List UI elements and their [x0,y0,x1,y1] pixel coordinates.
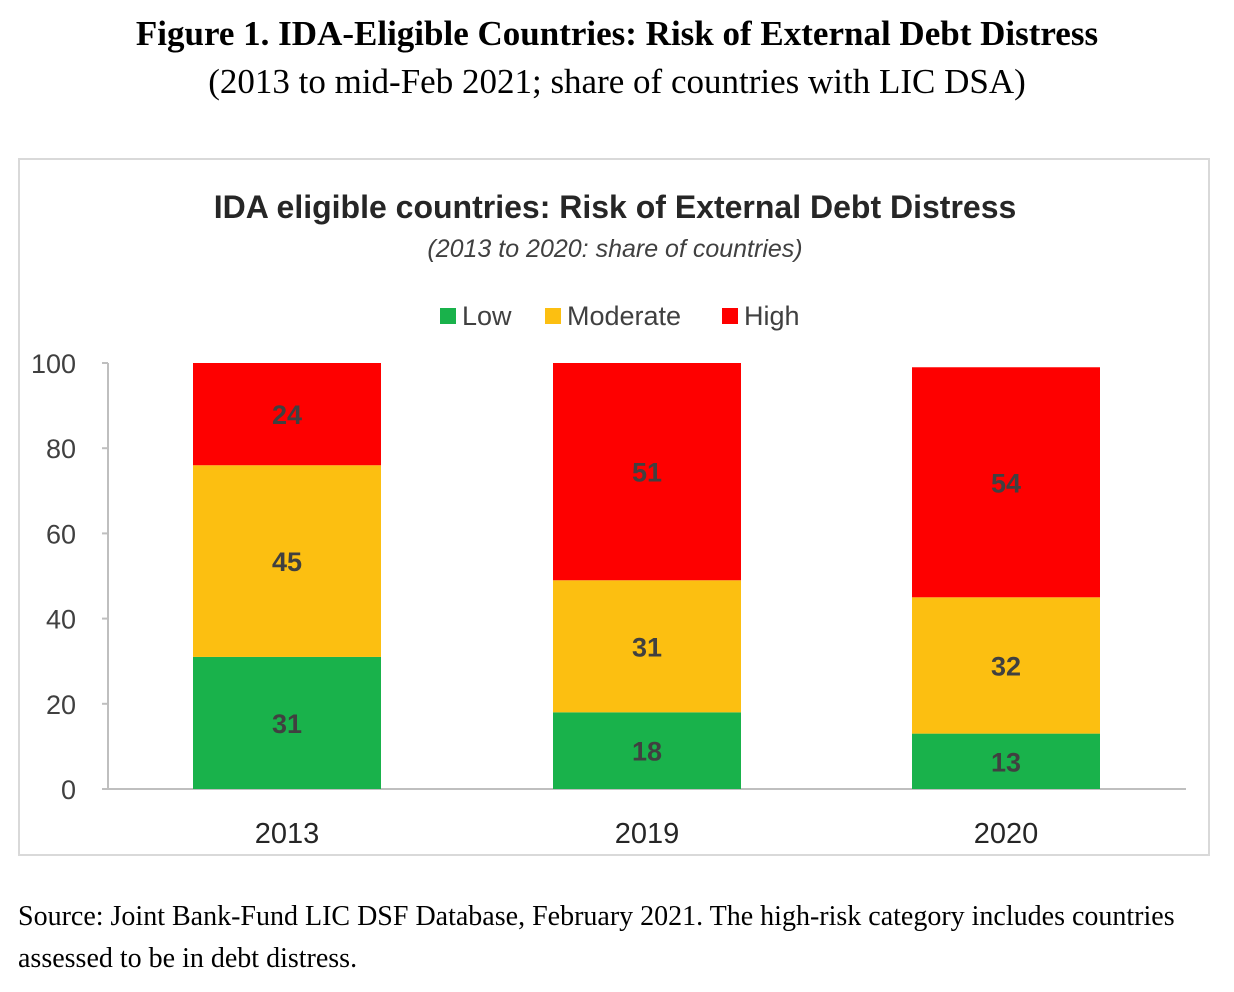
bar-segment-high-2020 [912,367,1100,598]
data-label-high-2020: 54 [991,468,1021,498]
figure-subtitle: (2013 to mid-Feb 2021; share of countrie… [208,62,1026,101]
chart-subtitle: (2013 to 2020: share of countries) [427,235,802,263]
x-tick-label-2020: 2020 [974,818,1039,850]
source-note: Source: Joint Bank-Fund LIC DSF Database… [18,901,1175,974]
data-label-moderate-2013: 45 [272,547,302,577]
figure-title: Figure 1. IDA-Eligible Countries: Risk o… [135,14,1099,53]
data-label-high-2013: 24 [272,400,302,430]
bar-segment-high-2013 [193,363,381,466]
data-label-high-2019: 51 [632,458,662,488]
bar-segment-moderate-2013 [193,465,381,657]
bars: 31 45 24 18 31 51 13 32 54 [193,363,1100,789]
data-label-low-2020: 13 [991,747,1021,777]
data-label-low-2013: 31 [272,709,302,739]
legend: Low Moderate High [440,301,800,331]
chart-title: IDA eligible countries: Risk of External… [214,189,1017,225]
legend-swatch-moderate [545,308,561,324]
y-axis: 0 20 40 60 80 100 [31,349,1186,805]
bar-segment-moderate-2019 [553,580,741,713]
bar-segment-high-2019 [553,363,741,581]
data-label-low-2019: 18 [632,737,662,767]
y-tick-label: 20 [46,690,76,720]
y-tick-label: 100 [31,349,76,379]
y-tick-label: 40 [46,605,76,635]
bar-segment-low-2019 [553,712,741,789]
bar-segment-low-2013 [193,656,381,789]
bar-segment-low-2020 [912,733,1100,789]
bar-segment-moderate-2020 [912,597,1100,734]
legend-label-moderate: Moderate [567,301,681,331]
legend-swatch-low [440,308,456,324]
legend-label-low: Low [462,301,512,331]
legend-label-high: High [744,301,800,331]
y-tick-label: 0 [61,775,76,805]
x-tick-label-2013: 2013 [255,818,320,850]
x-axis-labels: 2013 2019 2020 [255,818,1039,850]
data-label-moderate-2019: 31 [632,632,662,662]
y-tick-label: 60 [46,519,76,549]
y-tick-label: 80 [46,434,76,464]
x-tick-label-2019: 2019 [615,818,680,850]
legend-swatch-high [722,308,738,324]
data-label-moderate-2020: 32 [991,651,1021,681]
